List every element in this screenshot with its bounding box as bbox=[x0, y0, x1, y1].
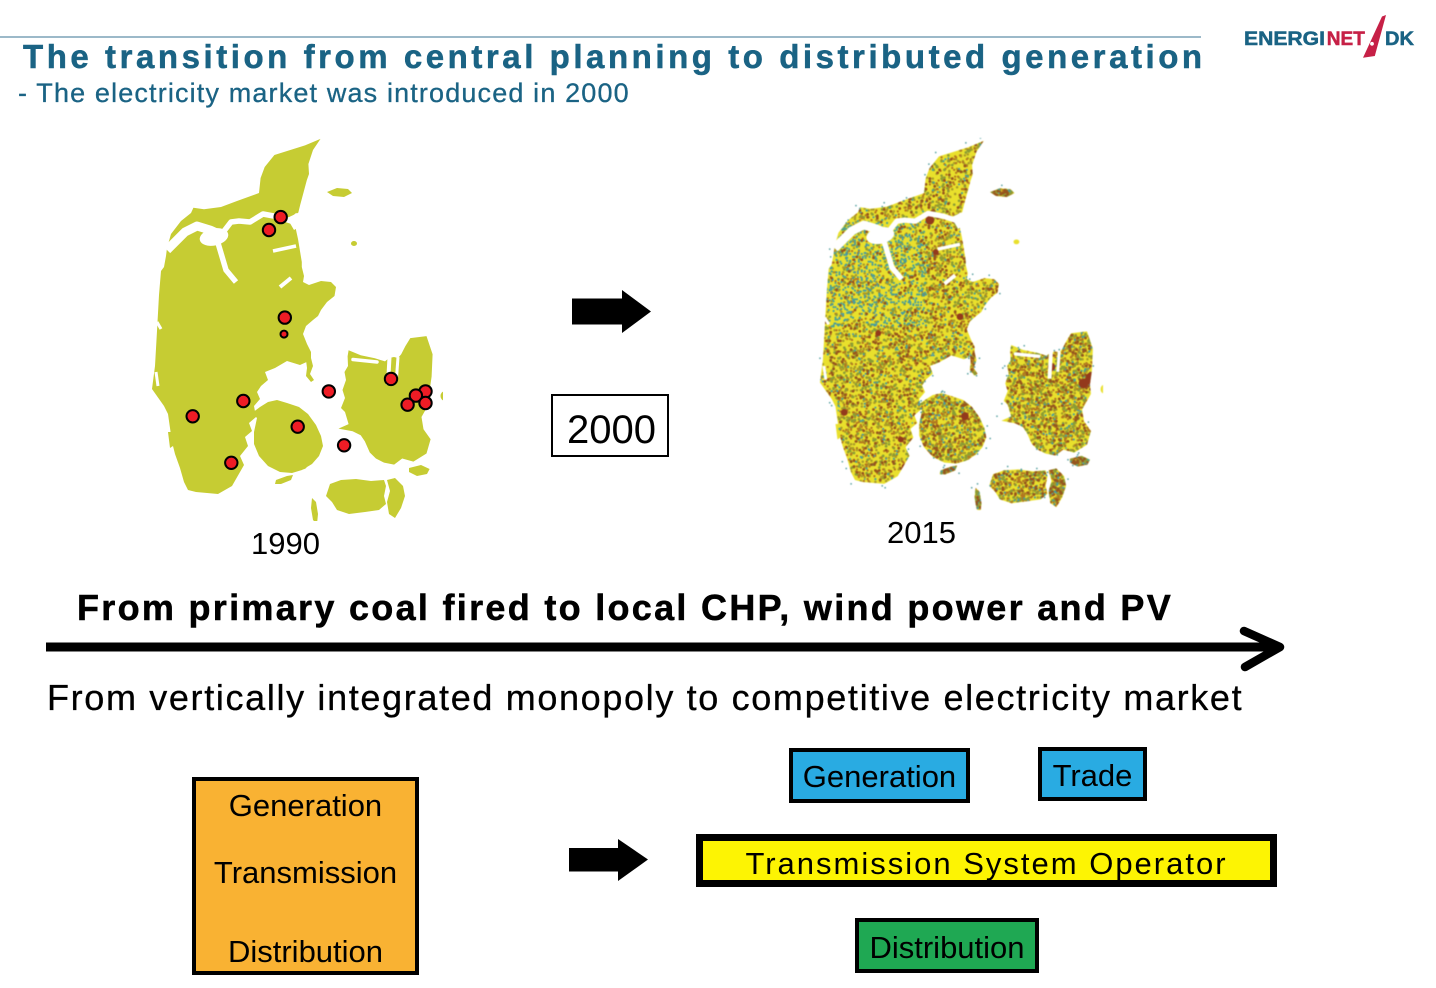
svg-text:DK: DK bbox=[1385, 29, 1414, 50]
svg-text:NET: NET bbox=[1327, 29, 1365, 50]
svg-text:ENERGI: ENERGI bbox=[1244, 29, 1325, 50]
